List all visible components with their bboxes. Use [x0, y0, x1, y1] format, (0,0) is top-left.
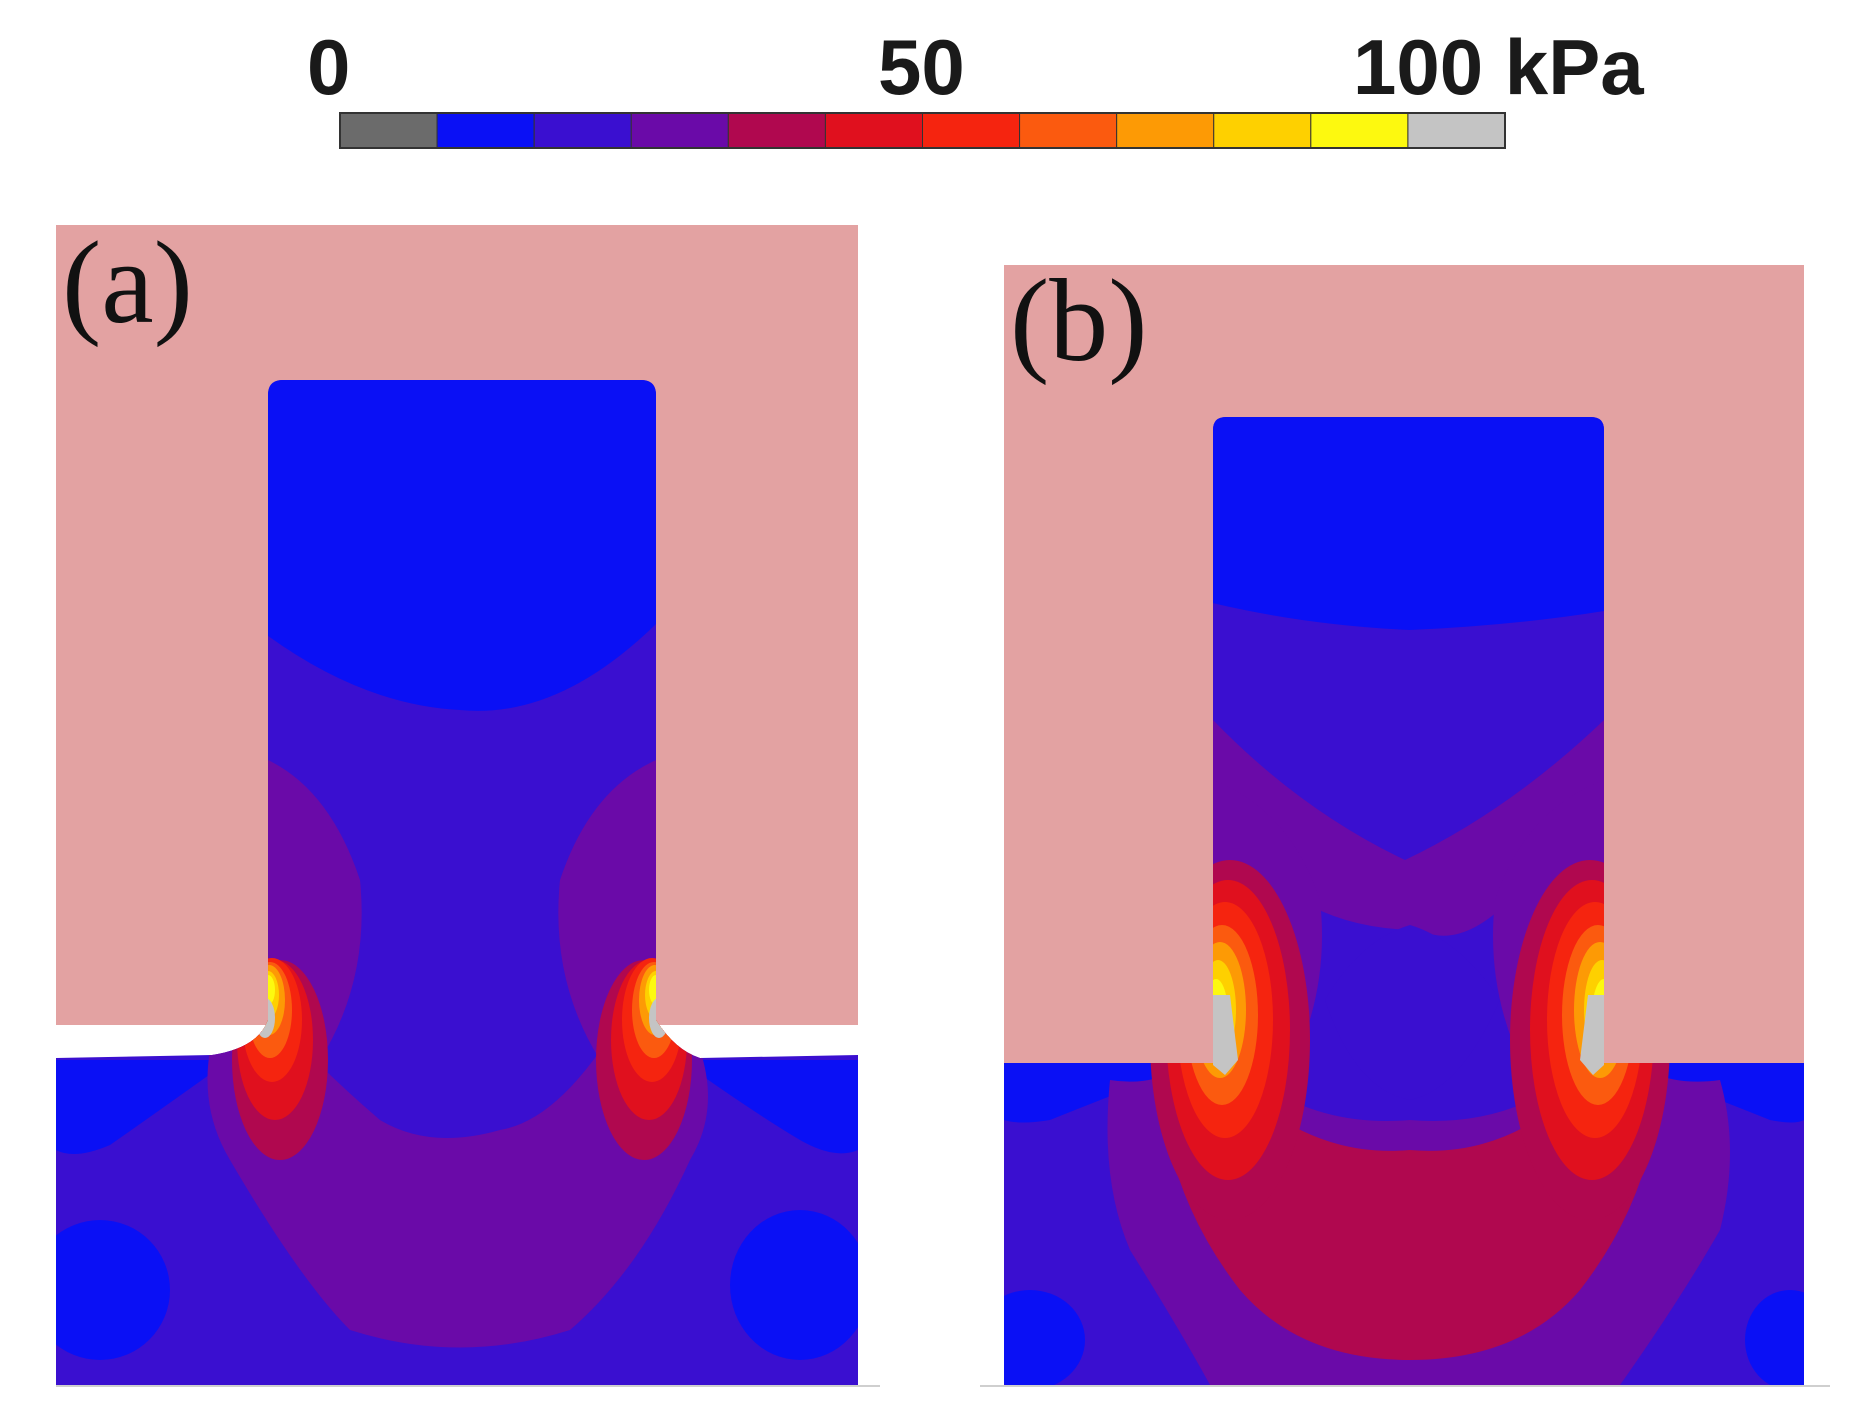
colorbar-tick-100-kpa: 100 kPa: [1353, 23, 1644, 111]
panel-label-b: (b): [1010, 255, 1148, 386]
colorbar-tick-0: 0: [307, 23, 351, 111]
panel-label-a: (a): [62, 217, 193, 348]
colorbar-tick-50: 50: [878, 23, 965, 111]
